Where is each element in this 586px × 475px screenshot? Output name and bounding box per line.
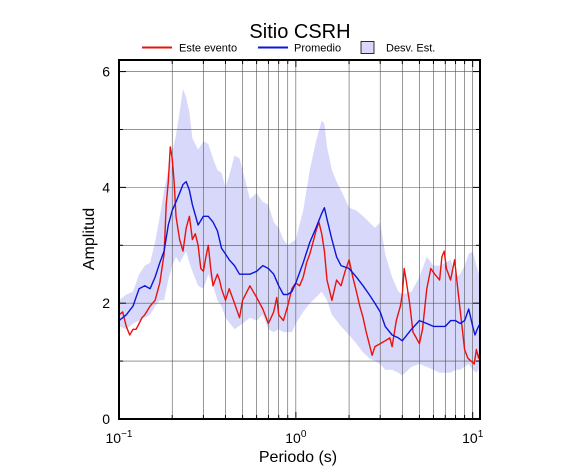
x-tick-label: 101 [462,429,484,446]
y-tick-label: 0 [102,411,110,427]
x-axis-title: Periodo (s) [259,449,337,466]
plot-frame [118,59,481,420]
plot-area: 0 2 4 6 10−1 100 101 [102,59,484,446]
x-tick-label: 10−1 [106,429,133,446]
y-tick-label: 6 [102,64,110,80]
plot-clip-group [119,60,480,419]
y-tick-label: 2 [102,295,110,311]
chart-title: Sitio CSRH [249,21,350,43]
series-line-promedio [119,180,480,342]
y-tick-label: 4 [102,179,110,195]
legend-label-promedio: Promedio [294,43,341,55]
y-axis-title: Amplitud [81,208,98,270]
legend-label-desv-est: Desv. Est. [386,43,435,55]
legend-label-este-evento: Este evento [179,43,237,55]
legend: Este evento Promedio Desv. Est. [142,41,435,55]
legend-swatch-desv-est [360,41,375,54]
x-tick-label: 100 [285,429,307,446]
std-band [119,89,480,376]
